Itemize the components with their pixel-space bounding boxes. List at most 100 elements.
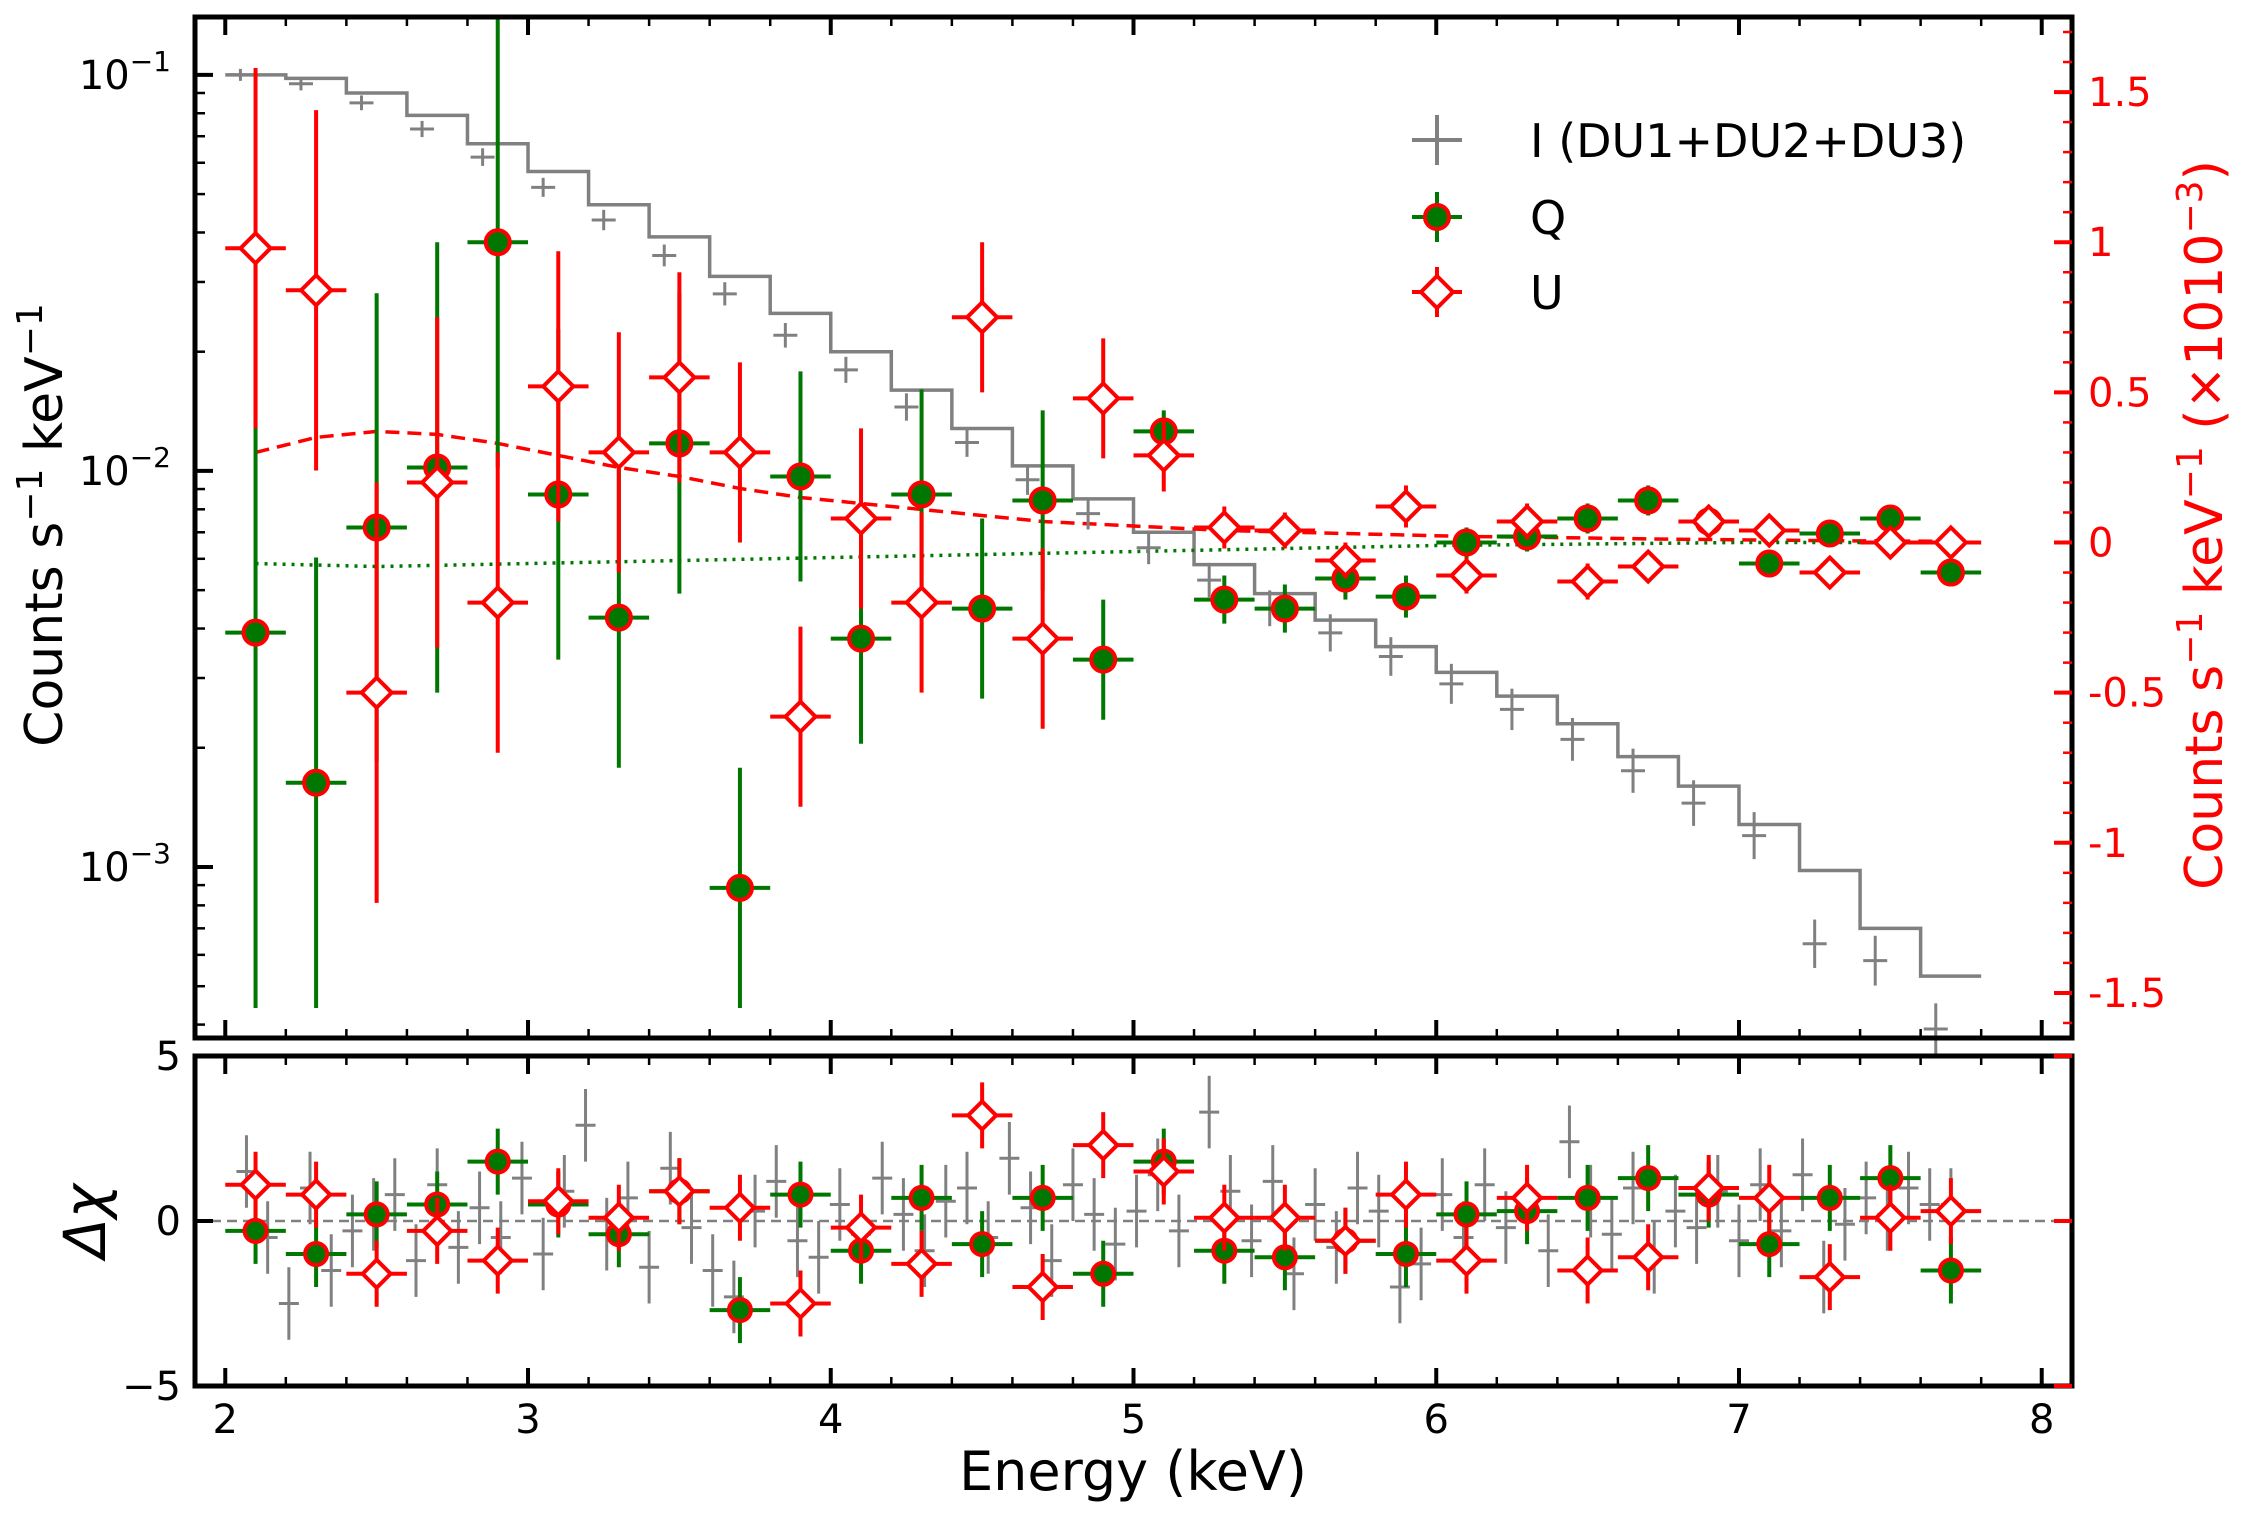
point-u (891, 1230, 952, 1297)
u-marker (904, 1247, 939, 1281)
u-marker (1145, 437, 1182, 474)
point-u (1860, 524, 1921, 561)
point-q (1738, 1211, 1800, 1278)
y-right-tick-label: -1 (2088, 821, 2128, 867)
legend: I (DU1+DU2+DU3) Q U (1412, 114, 1966, 320)
point-u (1194, 506, 1255, 549)
residual-point-i (1474, 1148, 1495, 1221)
u-marker (1933, 524, 1969, 561)
u-marker (662, 1174, 697, 1209)
point-q (709, 767, 771, 1008)
q-marker (847, 624, 876, 653)
residual-point-i (1919, 1168, 1940, 1241)
q-marker (241, 618, 270, 647)
u-marker (420, 1214, 455, 1248)
point-i (1923, 1003, 1948, 1055)
bottom-panel: 2 3 4 5 6 7 8 5 0 −5 Δχ Energy (keV) (51, 1034, 2075, 1503)
q-marker (1089, 645, 1118, 674)
point-i (954, 428, 979, 457)
legend-entry-u: U (1412, 266, 1564, 320)
u-marker (1752, 1181, 1787, 1215)
point-q (1436, 527, 1497, 558)
point-u (649, 272, 710, 483)
residual-point-i (1601, 1197, 1622, 1271)
point-u (1315, 542, 1376, 579)
point-u (951, 1082, 1013, 1149)
bottom-ticks: 2 3 4 5 6 7 8 5 0 −5 (122, 1034, 2072, 1443)
point-i (1378, 637, 1403, 676)
u-marker (1086, 1128, 1121, 1162)
point-i (652, 244, 677, 267)
residual-point-i (872, 1141, 893, 1215)
u-marker (1872, 524, 1909, 561)
u-marker (1690, 503, 1727, 540)
top-model-curves (225, 73, 1982, 978)
point-i (1318, 614, 1343, 652)
q-marker (969, 1231, 996, 1258)
point-q (285, 557, 347, 1008)
y-right-tick-label: 1 (2088, 220, 2113, 266)
residual-point-i (766, 1145, 787, 1218)
point-u (1920, 1178, 1982, 1245)
q-marker (1090, 1260, 1117, 1287)
q-marker (1937, 1257, 1964, 1284)
u-marker (1146, 1154, 1181, 1189)
residual-point-i (1665, 1174, 1686, 1248)
point-u (1678, 1155, 1739, 1221)
point-u (1072, 338, 1134, 459)
point-u (1254, 1184, 1316, 1251)
q-marker (1756, 1231, 1783, 1258)
y-tick-label: 10−3 (79, 837, 171, 891)
top-data-points (225, 17, 1982, 1055)
residual-point-i (1305, 1168, 1326, 1241)
q-marker (786, 462, 815, 491)
u-marker (540, 368, 577, 405)
point-u (1799, 554, 1861, 591)
point-u (830, 1194, 892, 1261)
x-tick-label: 4 (818, 1397, 843, 1443)
residual-point-i (893, 1178, 914, 1251)
point-i (1681, 780, 1706, 826)
point-q (709, 1277, 771, 1344)
x-tick-label: 8 (2029, 1397, 2054, 1443)
residual-point-i (681, 1191, 702, 1264)
point-i (1802, 919, 1827, 968)
point-u (1496, 503, 1558, 540)
q-marker (1028, 486, 1057, 515)
residual-point-i (1126, 1174, 1147, 1248)
x-tick-label: 6 (1424, 1397, 1449, 1443)
point-u (1799, 1244, 1861, 1311)
point-i (1499, 688, 1524, 731)
residual-point-i (469, 1171, 490, 1245)
point-u (528, 1168, 589, 1235)
point-q (770, 371, 831, 582)
u-marker (1873, 1200, 1908, 1235)
point-i (712, 282, 737, 306)
point-u (225, 68, 286, 429)
point-u (1738, 1164, 1800, 1231)
residual-point-i (1538, 1214, 1559, 1287)
point-q (1617, 1145, 1679, 1212)
u-marker (1812, 1260, 1847, 1294)
u-marker (1630, 548, 1666, 585)
point-i (1560, 717, 1585, 761)
u-marker (965, 1098, 999, 1133)
residual-point-i (808, 1221, 829, 1294)
point-i (410, 120, 435, 138)
u-marker (661, 359, 698, 396)
u-marker (298, 272, 334, 309)
u-marker (1268, 1200, 1302, 1235)
point-u (1617, 1224, 1679, 1291)
u-marker (237, 230, 274, 267)
point-i (1015, 464, 1040, 495)
y-tick-label: 10−1 (79, 45, 171, 99)
point-i (1136, 531, 1161, 565)
q-marker (1392, 1241, 1419, 1267)
q-marker (1573, 504, 1602, 533)
point-u (1920, 524, 1982, 561)
u-marker (419, 464, 456, 501)
u-marker (1448, 557, 1485, 594)
model-i-line (225, 73, 1982, 978)
u-marker (843, 500, 879, 537)
point-q (1375, 575, 1437, 618)
